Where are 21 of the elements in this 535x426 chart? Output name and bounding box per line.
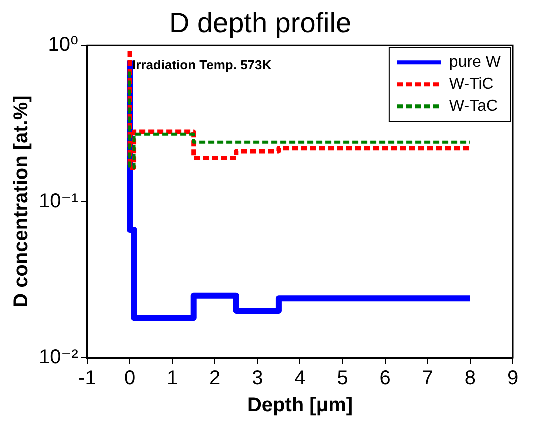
x-tick-label: 7	[422, 368, 434, 390]
legend-label: pure W	[449, 54, 502, 72]
x-tick-label: 8	[464, 368, 476, 390]
legend-label: W-TaC	[449, 98, 498, 116]
x-tick-label: 2	[210, 368, 221, 390]
x-tick-label: 4	[294, 368, 306, 390]
y-tick-label: 10⁻²	[38, 346, 79, 369]
annotation: Irradiation Temp. 573K	[132, 58, 272, 73]
x-tick-label: -1	[78, 368, 96, 390]
x-tick-label: 1	[167, 368, 178, 390]
y-tick-label: 10⁰	[48, 34, 78, 56]
x-tick-label: 9	[507, 368, 519, 390]
y-tick-label: 10⁻¹	[38, 190, 79, 212]
x-axis-title: Depth [μm]	[247, 394, 354, 417]
x-tick-label: 5	[337, 368, 348, 390]
legend-label: W-TiC	[449, 76, 494, 94]
x-tick-label: 3	[252, 368, 264, 390]
chart-title: D depth profile	[169, 8, 352, 39]
x-tick-label: 6	[380, 368, 391, 390]
y-axis-title: D concentration [at.%]	[10, 96, 33, 308]
x-tick-label: 0	[124, 368, 136, 390]
